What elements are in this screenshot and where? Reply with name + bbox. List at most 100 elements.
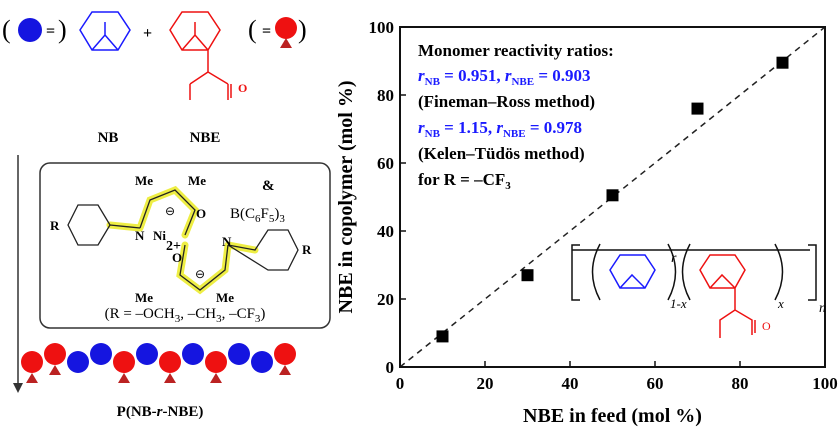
- bead-tail: [26, 373, 38, 383]
- methyl: Me: [135, 290, 153, 305]
- t: (Kelen–Tüdös method): [418, 144, 585, 163]
- point: [776, 56, 789, 69]
- bead: [274, 343, 296, 365]
- bead: [205, 351, 227, 373]
- r-list: (R = –OCH3, –CH3, –CF3): [105, 306, 266, 325]
- polymer-chain: [21, 343, 296, 383]
- t: 3: [255, 313, 261, 325]
- borane: B(C6F5)3: [230, 206, 285, 225]
- nb-bead: [18, 18, 42, 42]
- point: [521, 269, 534, 282]
- paren: (: [2, 15, 11, 44]
- point: [606, 189, 619, 202]
- minus: ⊖: [195, 267, 205, 281]
- inset-r: r: [671, 251, 677, 266]
- bead: [159, 351, 181, 373]
- y-tick-label: 80: [377, 86, 394, 105]
- x-tick-label: 40: [562, 374, 579, 393]
- methyl: Me: [188, 173, 206, 188]
- polymer-label: P(NB-r-NBE): [117, 404, 204, 420]
- plot: 0 20 40 60 80 100 0 20 40 60 80 100 NBE in feed (mol…: [335, 18, 838, 427]
- ligand-highlight: [106, 185, 259, 295]
- y-axis-label: NBE in copolymer (mol %): [335, 81, 357, 314]
- t: 3: [175, 313, 181, 325]
- t: F: [261, 206, 269, 222]
- ampersand: &: [262, 178, 275, 194]
- bead: [228, 343, 250, 365]
- o-atom: O: [238, 81, 247, 95]
- paren: (: [248, 15, 257, 44]
- inset-nbe: [699, 254, 756, 338]
- t: NB: [425, 76, 441, 88]
- n-atom: N: [222, 234, 232, 249]
- t: r: [418, 66, 425, 85]
- bead-tail: [164, 373, 176, 383]
- t: NB: [425, 128, 441, 140]
- annotation-line: rNB = 1.15, rNBE = 0.978: [418, 118, 582, 140]
- bead: [21, 351, 43, 373]
- t: ): [274, 206, 279, 222]
- t: (Fineman–Ross method): [418, 92, 595, 111]
- x-tick-label: 0: [396, 374, 405, 393]
- annotation-line: (Kelen–Tüdös method): [418, 144, 585, 163]
- inset-structure: O r 1-x x n: [571, 243, 826, 338]
- paren: ): [58, 15, 67, 44]
- inset-sub: x: [777, 296, 784, 311]
- bead: [182, 343, 204, 365]
- bead: [251, 351, 273, 373]
- inset-nb: [609, 254, 656, 289]
- t: for R = –CF: [418, 170, 505, 189]
- bead: [67, 351, 89, 373]
- bead: [90, 343, 112, 365]
- methyl: Me: [135, 173, 153, 188]
- n-atom: N: [135, 228, 145, 243]
- plot-frame: [399, 26, 826, 368]
- t: -NBE): [163, 404, 204, 420]
- arrow-head: [13, 383, 23, 393]
- plus: +: [143, 25, 152, 42]
- ni-symbol: Ni: [153, 228, 166, 243]
- scheme: ( = ) + O ( = ) NB NBE R R Me Me Me Me N…: [2, 11, 331, 420]
- y-tick-label: 20: [377, 290, 394, 309]
- nbe-tail: [280, 38, 292, 48]
- x-tick-label: 20: [477, 374, 494, 393]
- charge: 2+: [166, 239, 181, 254]
- t: , –CH: [180, 306, 216, 322]
- ni: Ni2+: [153, 228, 181, 254]
- t: ): [260, 306, 265, 322]
- t: r: [496, 118, 503, 137]
- catalyst-box: [39, 162, 331, 329]
- point: [436, 330, 449, 343]
- t: r: [157, 404, 163, 420]
- x-tick-label: 60: [647, 374, 664, 393]
- y-tick-label: 100: [369, 18, 395, 37]
- equals: =: [262, 23, 271, 40]
- x-tick-label: 80: [732, 374, 749, 393]
- r-group: R: [50, 218, 60, 233]
- o-atom: O: [172, 250, 182, 265]
- x-axis-label: NBE in feed (mol %): [523, 405, 702, 427]
- t: NBE: [511, 76, 534, 88]
- annotation-line: Monomer reactivity ratios:: [418, 41, 614, 60]
- point: [691, 102, 704, 115]
- t: 6: [255, 213, 261, 225]
- nb-label: NB: [98, 130, 119, 146]
- t: (R = –OCH: [105, 306, 175, 322]
- t: , –CF: [222, 306, 255, 322]
- r-group: R: [302, 242, 312, 257]
- t: = 0.951,: [440, 66, 505, 85]
- paren: ): [298, 15, 307, 44]
- bead-tail: [118, 373, 130, 383]
- t: = 1.15,: [440, 118, 496, 137]
- t: 3: [216, 313, 222, 325]
- reference-line: [399, 26, 826, 368]
- annotation: Monomer reactivity ratios: rNB = 0.951, …: [418, 41, 614, 192]
- o-atom: O: [196, 206, 206, 221]
- bead: [113, 351, 135, 373]
- t: 3: [279, 213, 285, 225]
- t: = 0.903: [534, 66, 590, 85]
- annotation-line: rNB = 0.951, rNBE = 0.903: [418, 66, 591, 88]
- t: = 0.978: [526, 118, 582, 137]
- inset-sub: 1-x: [670, 296, 687, 311]
